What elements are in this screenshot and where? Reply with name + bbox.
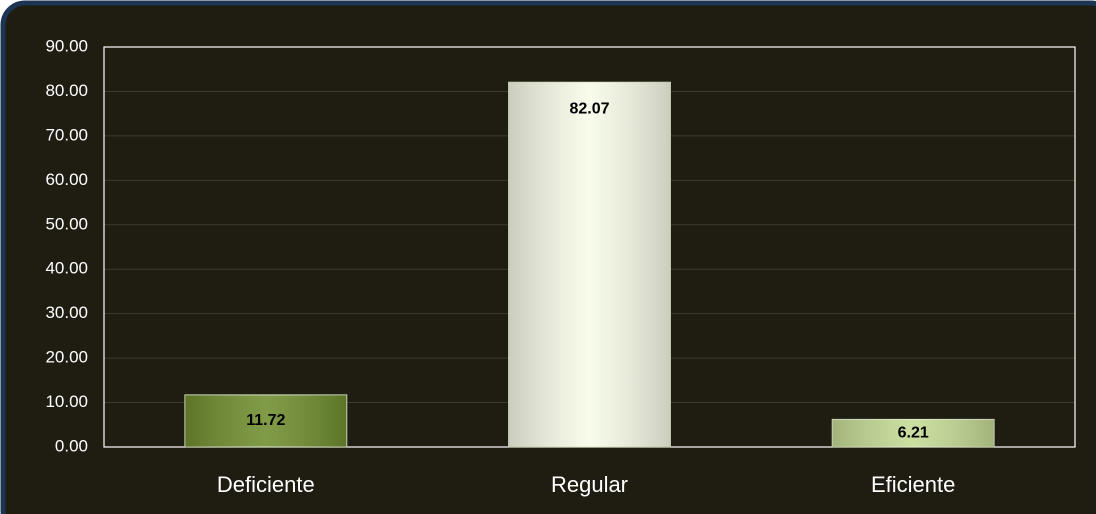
x-tick-label: Deficiente [217, 472, 315, 497]
y-tick-label: 90.00 [45, 36, 88, 55]
y-tick-label: 30.00 [45, 303, 88, 322]
y-tick-label: 80.00 [45, 81, 88, 100]
y-tick-label: 50.00 [45, 214, 88, 233]
y-tick-label: 40.00 [45, 259, 88, 278]
x-tick-label: Eficiente [871, 472, 955, 497]
y-tick-label: 60.00 [45, 170, 88, 189]
y-tick-label: 0.00 [55, 436, 88, 455]
y-tick-label: 70.00 [45, 125, 88, 144]
data-label: 6.21 [898, 424, 929, 441]
data-label: 11.72 [246, 412, 285, 429]
y-tick-label: 10.00 [45, 392, 88, 411]
bar-shading [184, 394, 347, 447]
bar-shading [508, 82, 671, 447]
x-tick-label: Regular [551, 472, 628, 497]
bar-shading [832, 419, 995, 447]
data-label: 82.07 [569, 100, 609, 117]
y-tick-label: 20.00 [45, 348, 88, 367]
